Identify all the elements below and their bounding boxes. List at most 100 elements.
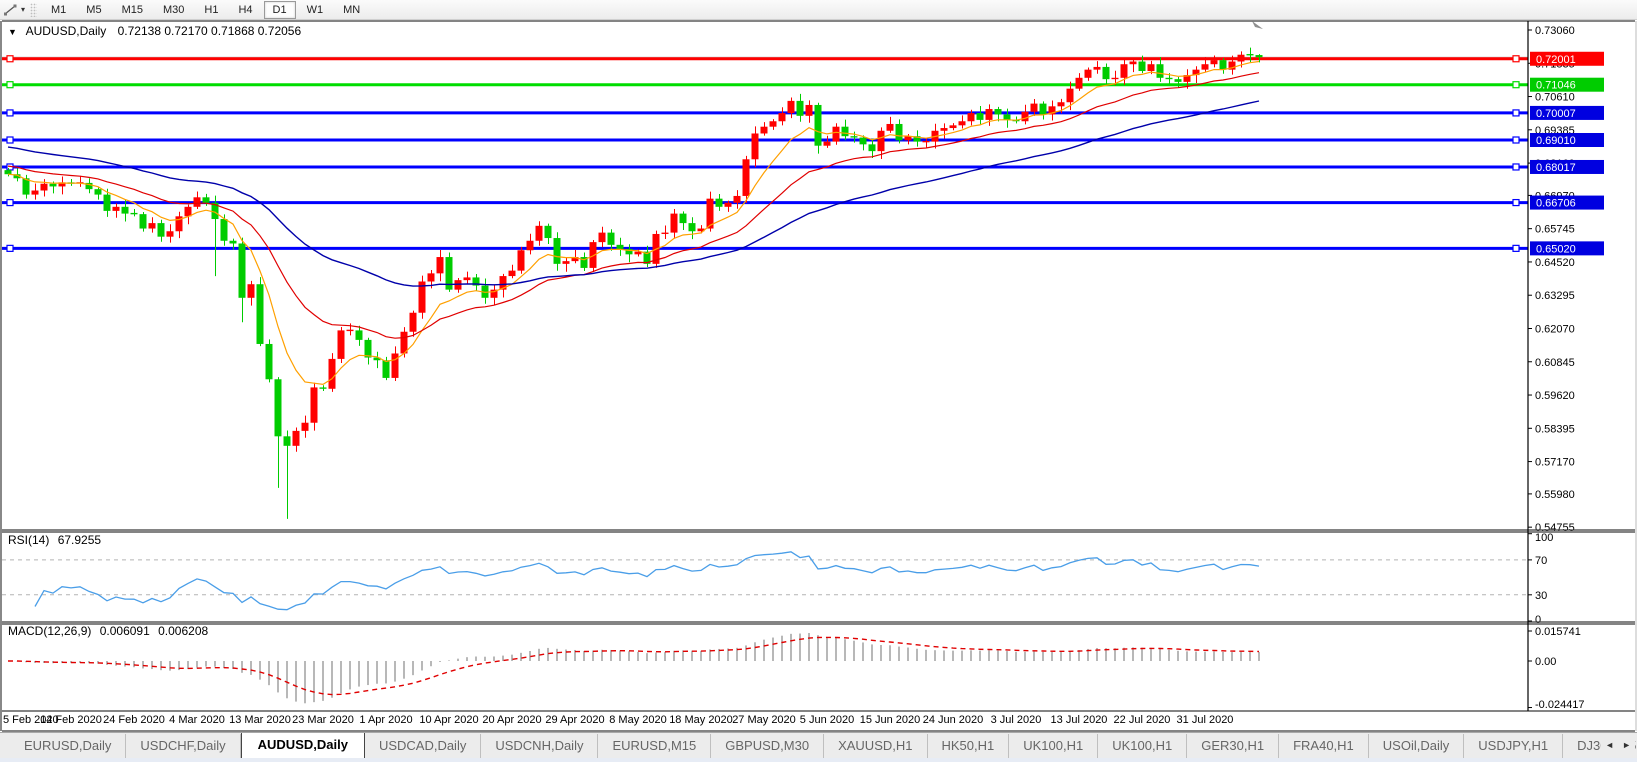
candle [58,182,66,187]
candle [1084,69,1092,78]
candle [1219,60,1227,70]
candle [1039,103,1047,115]
timeframe-button-w1[interactable]: W1 [306,3,324,16]
chart-tab-usdchf-daily[interactable]: USDCHF,Daily [126,734,241,758]
line-endpoint-handle [6,81,14,89]
candle [724,202,732,207]
macd-pane[interactable]: 0.015741 0.00 -0.024417 [8,626,1585,711]
macd-label: MACD(12,26,9) 0.006091 0.006208 [8,624,209,638]
candle [697,228,705,232]
svg-text:0: 0 [1535,614,1541,626]
line-endpoint-handle [6,198,14,207]
candle [976,113,984,120]
candle [607,232,615,245]
chart-tab-ger30-h1[interactable]: GER30,H1 [1187,734,1280,758]
timeframe-button-m30[interactable]: M30 [162,3,185,16]
chart-tab-gbpusd-m30[interactable]: GBPUSD,M30 [711,734,825,758]
rsi-value: 67.9255 [58,533,102,547]
timeframe-button-m5[interactable]: M5 [86,3,102,16]
timeframe-button-mn[interactable]: MN [343,3,361,16]
candle [472,277,480,286]
price-axis[interactable]: 0.730600.718350.706100.693850.681600.669… [1528,25,1575,534]
mouse-cursor-icon [1252,21,1263,29]
candle [643,251,651,264]
date-label: 24 Jun 2020 [923,714,984,726]
chart-tab-hk50-h1[interactable]: HK50,H1 [928,734,1010,758]
candle [580,257,588,268]
candle [256,284,264,344]
date-label: 10 Apr 2020 [419,714,478,726]
svg-text:0.63295: 0.63295 [1535,290,1575,302]
candle [598,232,606,243]
timeframe-buttons: M1 M5 M15 M30 H1 H4 D1 W1 MN [41,0,370,19]
candle [868,144,876,152]
date-label: 13 Jul 2020 [1051,714,1108,726]
timeframe-button-m1[interactable]: M1 [51,3,67,16]
candle [715,198,723,207]
rsi-line [34,551,1260,611]
macd-signal-line [8,636,1260,696]
candle [337,330,345,359]
date-label: 15 Jun 2020 [860,714,921,726]
chart-tab-usdcad-daily[interactable]: USDCAD,Daily [365,734,482,758]
candle [1129,61,1137,65]
candle [400,331,408,354]
timeframe-button-h1[interactable]: H1 [204,3,219,16]
candle [517,250,525,271]
candle [328,358,336,389]
chart-tab-audusd-daily[interactable]: AUDUSD,Daily [240,733,365,758]
price-chart[interactable]: 0.730600.718350.706100.693850.681600.669… [0,20,1637,732]
candle [211,202,219,220]
date-label: 3 Jul 2020 [991,714,1042,726]
candle [265,343,273,380]
candle [994,109,1002,115]
scroll-left-icon[interactable]: ◄ [1605,740,1615,750]
candle [418,281,426,313]
candle [616,244,624,249]
line-studies-icon[interactable]: ▾ [0,2,28,18]
candle [634,251,642,255]
candle [1075,77,1083,89]
candle [220,219,228,241]
svg-text:0.68017: 0.68017 [1536,162,1576,174]
candle [814,104,822,146]
chart-tab-fra40-h1[interactable]: FRA40,H1 [1279,734,1369,758]
svg-text:0.65020: 0.65020 [1536,243,1576,255]
rsi-pane[interactable]: 100 70 30 0 [2,532,1553,626]
candle [895,123,903,141]
chart-tab-eurusd-daily[interactable]: EURUSD,Daily [10,734,127,758]
timeframe-button-d1[interactable]: D1 [263,0,296,19]
line-endpoint-handle [6,109,14,117]
horizontal-levels-layer [2,55,1528,252]
candle [796,100,804,116]
timeframe-button-m15[interactable]: M15 [121,3,143,16]
candle [751,133,759,160]
svg-text:0.70007: 0.70007 [1536,108,1576,120]
chart-ohlc: 0.72138 0.72170 0.71868 0.72056 [118,24,302,38]
candle [1174,79,1182,82]
chart-tab-usoil-daily[interactable]: USOil,Daily [1369,734,1465,758]
candle [31,190,39,195]
macd-value: 0.006091 [100,624,150,638]
chart-tab-uk100-h1[interactable]: UK100,H1 [1009,734,1099,758]
tab-scroll-buttons: ◄ ► [1601,738,1635,752]
window-frame [0,20,1637,732]
timeframe-button-h4[interactable]: H4 [238,3,253,16]
chart-tab-eurusd-m15[interactable]: EURUSD,M15 [598,734,712,758]
chart-tab-uk100-h1[interactable]: UK100,H1 [1098,734,1188,758]
price-level-badge [1530,241,1604,256]
line-endpoint-handle [1512,81,1520,89]
date-label: 14 Feb 2020 [40,714,102,726]
candle [562,261,570,264]
chart-tab-usdcnh-daily[interactable]: USDCNH,Daily [481,734,599,758]
toolbar-grip[interactable] [30,2,38,17]
svg-text:-0.024417: -0.024417 [1535,699,1585,711]
chart-tab-usdjpy-h1[interactable]: USDJPY,H1 [1464,734,1564,758]
scroll-right-icon[interactable]: ► [1622,740,1631,750]
candle [859,137,867,145]
chart-tab-xauusd-h1[interactable]: XAUUSD,H1 [824,734,928,758]
svg-text:100: 100 [1535,532,1553,544]
candle [823,141,831,146]
candle [688,223,696,232]
